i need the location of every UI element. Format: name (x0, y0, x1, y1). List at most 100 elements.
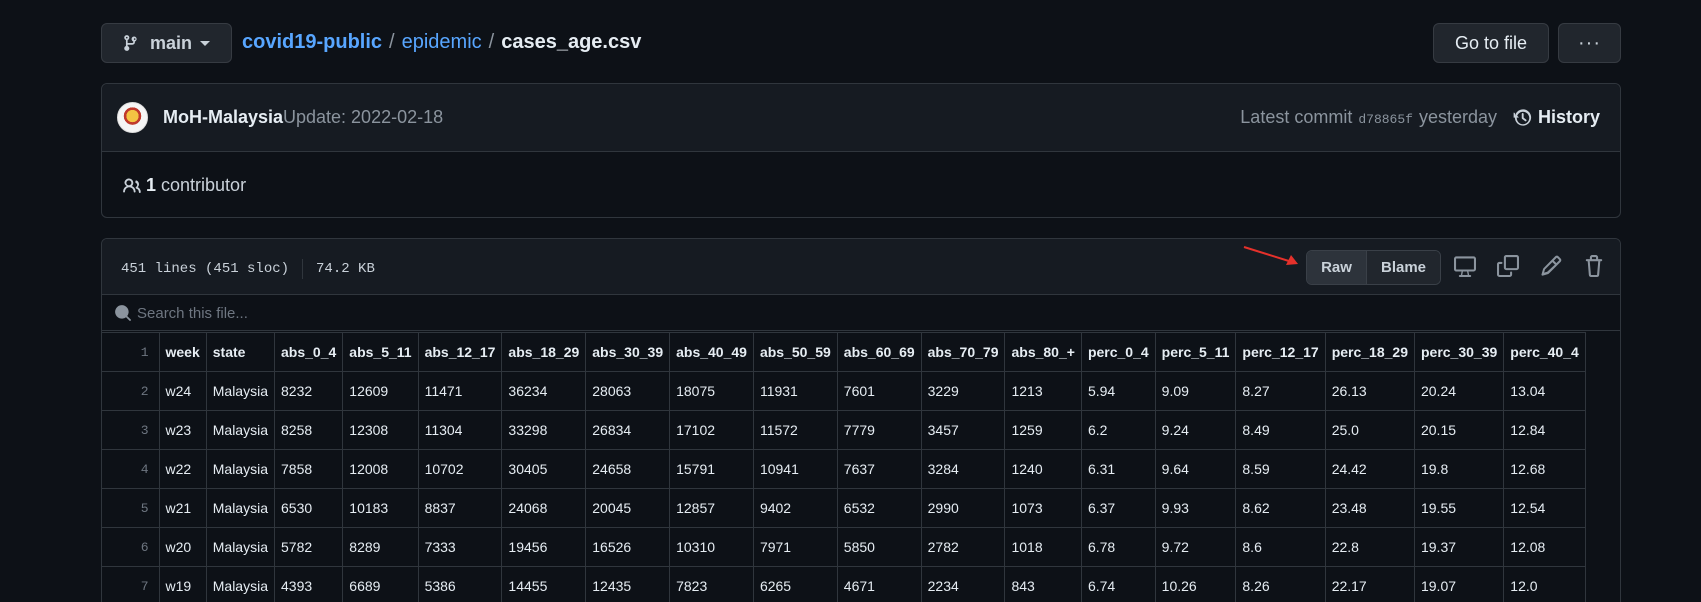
breadcrumb-file-name: cases_age.csv (501, 31, 642, 53)
contributors-label: contributor (161, 175, 247, 195)
table-cell: Malaysia (205, 410, 276, 450)
contributors-count: 1 (146, 175, 157, 195)
table-cell: 6530 (273, 488, 344, 528)
table-cell: 24658 (585, 449, 671, 489)
table-cell: 12857 (669, 488, 754, 528)
table-cell: 10310 (669, 527, 754, 567)
search-icon (115, 305, 131, 321)
line-count: 451 lines (451 sloc) (121, 261, 290, 277)
column-header: state (205, 332, 276, 372)
table-cell: 8.49 (1235, 410, 1326, 450)
table-cell: 5782 (273, 527, 344, 567)
table-cell: 2782 (920, 527, 1006, 567)
trash-icon[interactable] (1583, 255, 1605, 277)
breadcrumb-separator: / (488, 31, 495, 53)
line-number[interactable]: 5 (102, 488, 160, 528)
column-header: perc_18_29 (1324, 332, 1415, 372)
table-cell: 13.04 (1503, 371, 1586, 411)
avatar[interactable] (117, 102, 148, 133)
commit-author-link[interactable]: MoH-Malaysia (163, 107, 284, 127)
table-cell: 12308 (342, 410, 419, 450)
line-number[interactable]: 6 (102, 527, 160, 567)
search-input[interactable] (137, 301, 737, 325)
branch-select-button[interactable]: main (101, 23, 232, 63)
csv-table: 1 week state abs_0_4 abs_5_11 abs_12_17 abs_1… (102, 332, 1586, 602)
line-number[interactable]: 3 (102, 410, 160, 450)
breadcrumb-separator: / (389, 31, 395, 53)
table-cell: 5386 (417, 566, 503, 602)
blame-button[interactable]: Blame (1367, 251, 1440, 284)
table-cell: 10941 (752, 449, 838, 489)
column-header: abs_70_79 (920, 332, 1006, 372)
people-icon (123, 177, 141, 193)
history-link[interactable]: History (1513, 107, 1600, 128)
column-header: week (158, 332, 207, 372)
table-cell: 7858 (273, 449, 344, 489)
table-cell: 10183 (342, 488, 419, 528)
table-cell: 6265 (752, 566, 838, 602)
line-number[interactable]: 7 (102, 566, 160, 602)
table-cell: 23.48 (1324, 488, 1415, 528)
table-row: 3 w23 Malaysia 8258 12308 11304 33298 26834 1710… (102, 410, 1586, 450)
table-cell: w22 (158, 449, 207, 489)
latest-commit-label: Latest commit (1240, 107, 1353, 127)
table-cell: 6532 (836, 488, 922, 528)
table-cell: 6.2 (1080, 410, 1156, 450)
raw-blame-group: Raw Blame (1306, 250, 1441, 285)
table-cell: 7779 (836, 410, 922, 450)
file-size: 74.2 KB (316, 261, 375, 277)
table-cell: 1018 (1004, 527, 1082, 567)
table-cell: 6.31 (1080, 449, 1156, 489)
branch-name: main (150, 32, 193, 53)
file-search (102, 295, 1620, 331)
column-header: perc_40_4 (1503, 332, 1586, 372)
pencil-icon[interactable] (1540, 255, 1562, 277)
table-row: 7 w19 Malaysia 4393 6689 5386 14455 12435 7823 62… (102, 566, 1586, 602)
table-cell: 9.09 (1154, 371, 1237, 411)
column-header: abs_5_11 (342, 332, 419, 372)
column-header: abs_80_+ (1004, 332, 1082, 372)
table-cell: 12008 (342, 449, 419, 489)
line-number[interactable]: 2 (102, 371, 160, 411)
table-cell: 19.8 (1413, 449, 1505, 489)
table-cell: Malaysia (205, 527, 276, 567)
breadcrumb-folder-link[interactable]: epidemic (401, 31, 482, 53)
table-cell: 8.26 (1235, 566, 1326, 602)
table-cell: 11931 (752, 371, 838, 411)
table-cell: Malaysia (205, 566, 276, 602)
history-icon (1513, 108, 1532, 126)
raw-button[interactable]: Raw (1307, 251, 1367, 284)
contributors-link[interactable]: 1 contributor (122, 175, 246, 196)
table-cell: 36234 (501, 371, 587, 411)
table-cell: 3457 (920, 410, 1006, 450)
table-cell: 7823 (669, 566, 754, 602)
table-cell: 18075 (669, 371, 754, 411)
column-header: perc_30_39 (1413, 332, 1505, 372)
more-options-button[interactable]: ··· (1558, 23, 1621, 63)
copy-icon[interactable] (1497, 255, 1519, 277)
table-cell: 17102 (669, 410, 754, 450)
table-cell: 16526 (585, 527, 671, 567)
table-cell: 8.59 (1235, 449, 1326, 489)
table-cell: 4671 (836, 566, 922, 602)
line-number[interactable]: 1 (102, 332, 160, 372)
table-cell: w24 (158, 371, 207, 411)
breadcrumb-repo-link[interactable]: covid19-public (242, 31, 383, 53)
table-cell: 8.27 (1235, 371, 1326, 411)
table-cell: 11304 (417, 410, 503, 450)
table-cell: 33298 (501, 410, 587, 450)
table-cell: 20.15 (1413, 410, 1505, 450)
commit-time: yesterday (1418, 107, 1497, 127)
display-source-icon[interactable] (1454, 255, 1476, 277)
go-to-file-button[interactable]: Go to file (1433, 23, 1549, 63)
table-cell: Malaysia (205, 449, 276, 489)
line-number[interactable]: 4 (102, 449, 160, 489)
caret-down-icon (200, 40, 211, 46)
table-cell: 8289 (342, 527, 419, 567)
table-cell: 9.72 (1154, 527, 1237, 567)
table-cell: 24.42 (1324, 449, 1415, 489)
commit-message-link[interactable]: Update: 2022-02-18 (283, 107, 444, 127)
table-cell: 20.24 (1413, 371, 1505, 411)
table-header-row: 1 week state abs_0_4 abs_5_11 abs_12_17 abs_1… (102, 332, 1586, 372)
commit-sha-link[interactable]: d78865f (1358, 112, 1413, 127)
